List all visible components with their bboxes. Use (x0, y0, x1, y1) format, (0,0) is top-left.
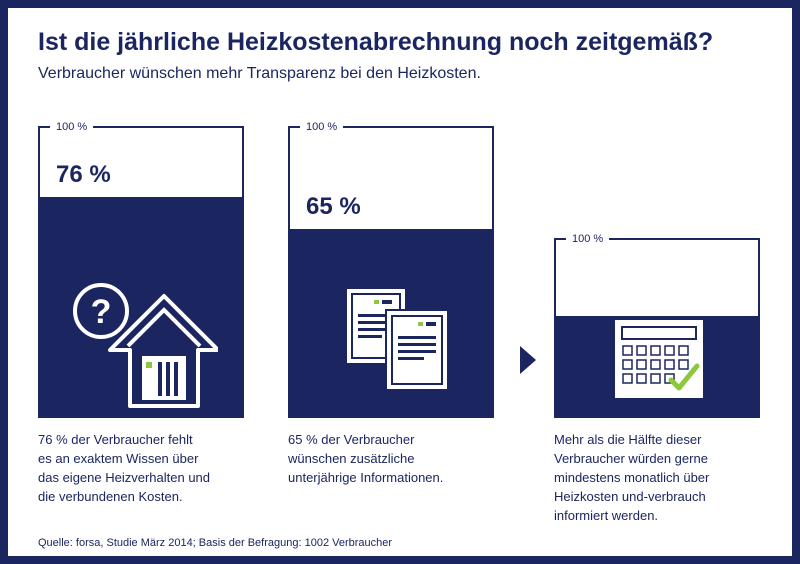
infographic-frame: Ist die jährliche Heizkostenabrechnung n… (8, 8, 792, 556)
source-note: Quelle: forsa, Studie März 2014; Basis d… (38, 537, 393, 549)
calendar-check-icon (615, 320, 703, 398)
max-label-2: 100 % (300, 120, 344, 134)
bar-box-2: 100 % 65 % (288, 120, 494, 418)
bar-description-3: Mehr als die Hälfte dieser Verbraucher w… (554, 430, 709, 525)
max-label-3: 100 % (566, 232, 610, 246)
page-title: Ist die jährliche Heizkostenabrechnung n… (38, 28, 714, 56)
description-line: es an exaktem Wissen über (38, 451, 199, 466)
bar-box-1: 100 % 76 % ? (38, 120, 244, 418)
bar-description-2: 65 % der Verbraucher wünschen zusätzlich… (288, 430, 443, 487)
max-label-1: 100 % (50, 120, 94, 134)
bar-box-3: 100 % (554, 232, 760, 418)
description-line: Verbraucher würden gerne (554, 451, 708, 466)
description-line: 76 % der Verbraucher fehlt (38, 432, 193, 447)
description-line: unterjährige Informationen. (288, 470, 444, 485)
bar-description-1: 76 % der Verbraucher fehlt es an exaktem… (38, 430, 210, 506)
description-line: Mehr als die Hälfte dieser (554, 432, 702, 447)
documents-icon (345, 287, 449, 391)
description-line: Heizkosten und-verbrauch (554, 489, 706, 504)
description-line: mindestens monatlich über (554, 470, 710, 485)
description-line: 65 % der Verbraucher (288, 432, 415, 447)
house-question-icon: ? (73, 283, 218, 408)
description-line: die verbundenen Kosten. (38, 489, 183, 504)
page-subtitle: Verbraucher wünschen mehr Transparenz be… (38, 65, 481, 82)
description-line: wünschen zusätzliche (288, 451, 415, 466)
description-line: das eigene Heizverhalten und (38, 470, 211, 485)
bar-value-label-1: 76 % (56, 161, 111, 188)
description-line: informiert werden. (554, 508, 659, 523)
bar-value-label-2: 65 % (306, 193, 361, 220)
svg-text:?: ? (91, 293, 112, 331)
arrow-icon (520, 346, 536, 374)
